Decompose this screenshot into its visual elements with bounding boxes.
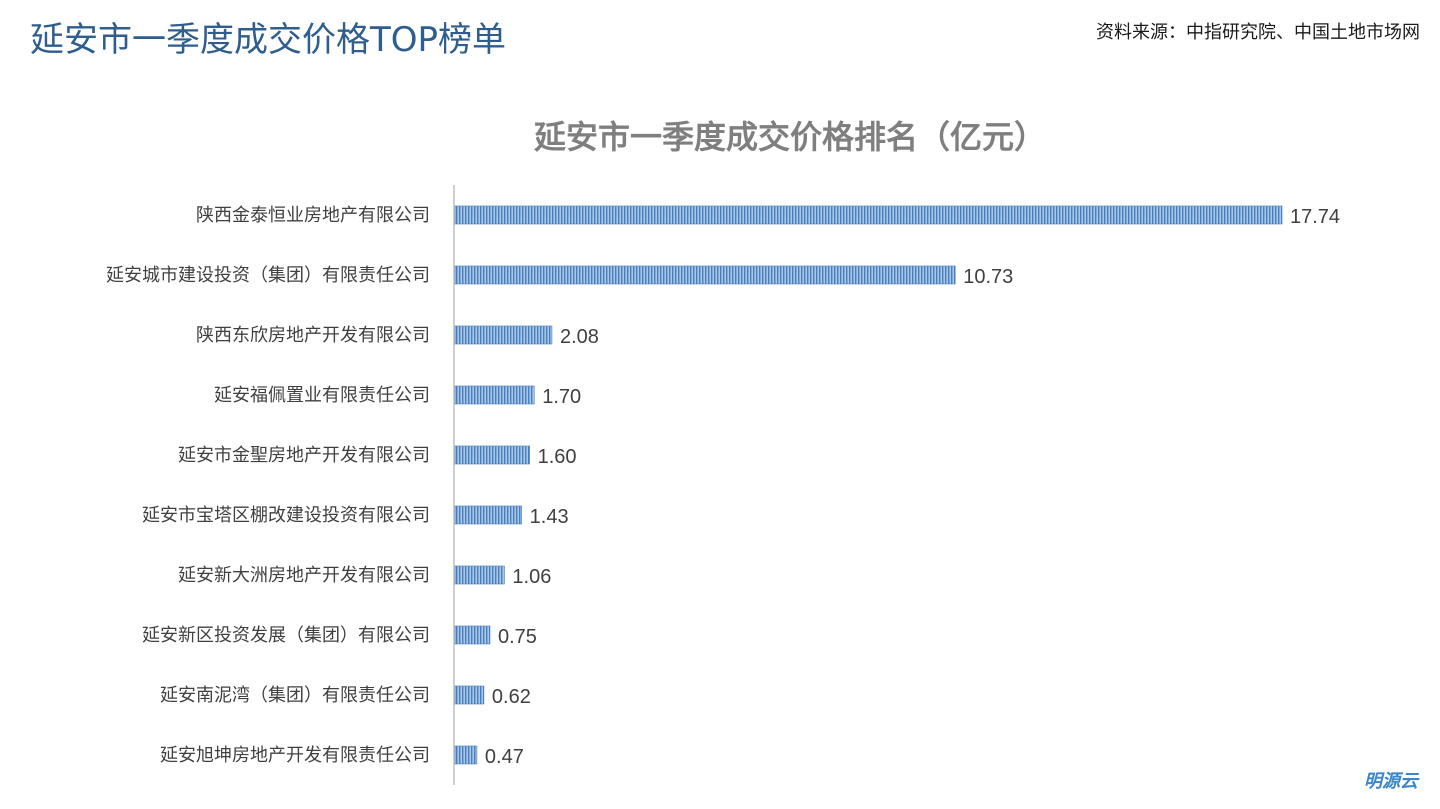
brand-logo: 明源云 [1364, 771, 1418, 792]
category-label: 延安南泥湾（集团）有限责任公司 [160, 685, 430, 706]
value-label: 17.74 [1290, 206, 1340, 228]
category-label: 延安新大洲房地产开发有限公司 [178, 565, 430, 586]
value-label: 1.43 [530, 506, 569, 528]
category-label: 延安城市建设投资（集团）有限责任公司 [106, 265, 430, 286]
bar [454, 385, 535, 405]
bar [454, 745, 478, 765]
category-label: 延安市宝塔区棚改建设投资有限公司 [142, 505, 430, 526]
value-label: 10.73 [963, 266, 1013, 288]
bar [454, 685, 485, 705]
bar [454, 565, 505, 585]
bar [454, 625, 491, 645]
value-label: 1.06 [512, 566, 551, 588]
category-label: 延安旭坤房地产开发有限责任公司 [160, 745, 430, 766]
value-label: 0.75 [498, 626, 537, 648]
source-note: 资料来源：中指研究院、中国土地市场网 [1096, 22, 1420, 43]
chart-title: 延安市一季度成交价格排名（亿元） [533, 118, 1046, 156]
category-label: 陕西金泰恒业房地产有限公司 [196, 205, 430, 226]
bar [454, 445, 530, 465]
bar [454, 505, 522, 525]
bar [454, 325, 553, 345]
value-label: 0.47 [485, 746, 524, 768]
bar [454, 205, 1283, 225]
bar [454, 265, 956, 285]
category-label: 陕西东欣房地产开发有限公司 [196, 325, 430, 346]
value-label: 0.62 [492, 686, 531, 708]
value-label: 1.70 [542, 386, 581, 408]
page-title: 延安市一季度成交价格TOP榜单 [30, 20, 507, 60]
category-label: 延安市金聖房地产开发有限公司 [178, 445, 430, 466]
category-label: 延安新区投资发展（集团）有限公司 [142, 625, 430, 646]
value-label: 2.08 [560, 326, 599, 348]
value-label: 1.60 [538, 446, 577, 468]
category-label: 延安福佩置业有限责任公司 [214, 385, 430, 406]
